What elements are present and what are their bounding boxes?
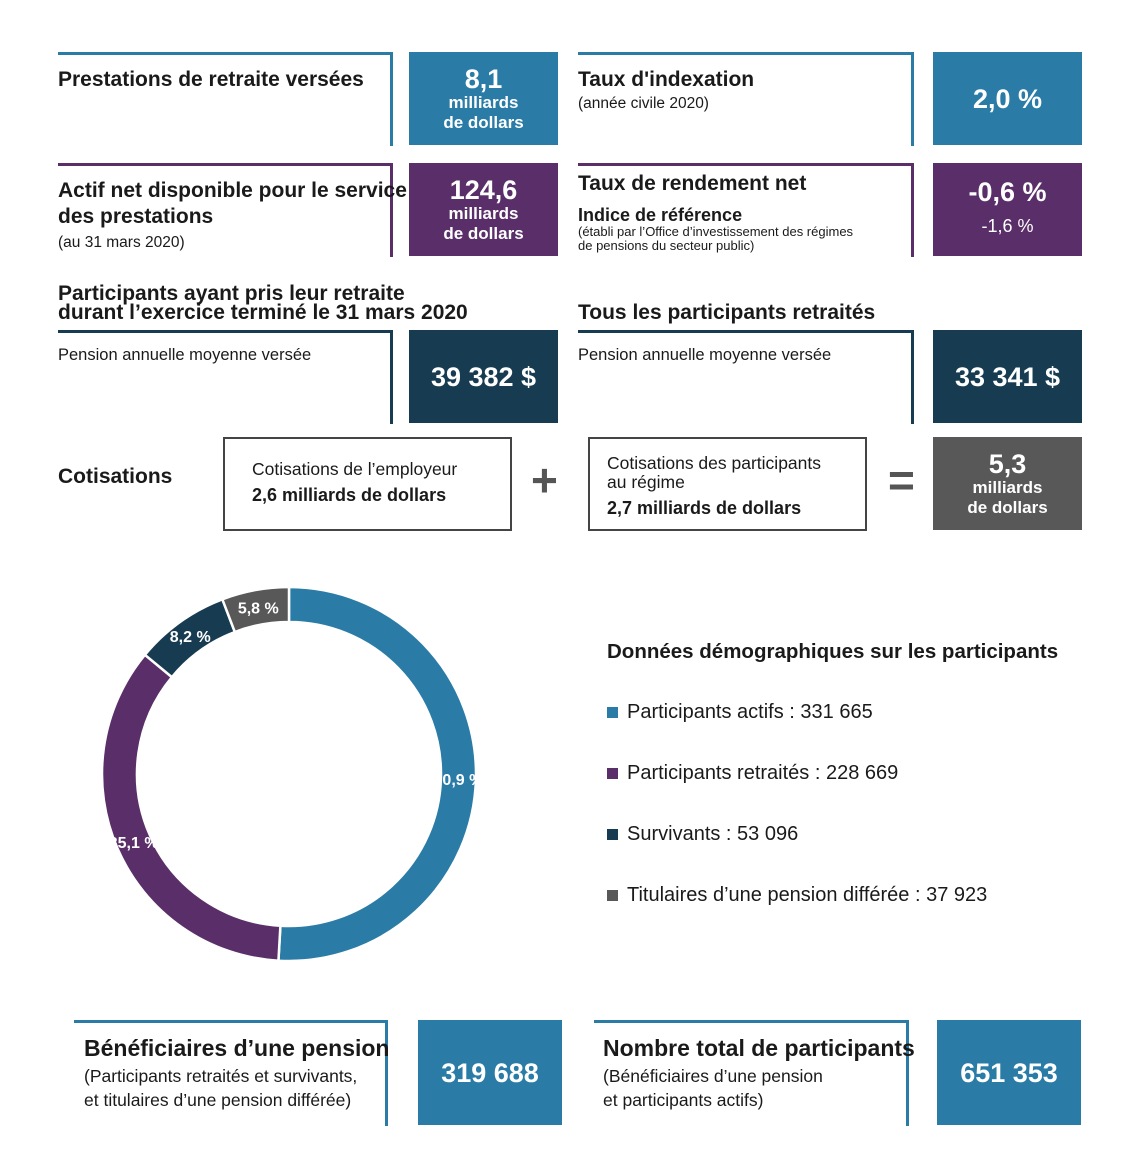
all-retirees-title: Tous les participants retraités — [578, 301, 876, 324]
equals-sign: = — [888, 454, 915, 506]
legend-swatch-retired — [607, 768, 618, 779]
new-retirees-frame — [58, 330, 393, 424]
donut-slice-deferred — [220, 585, 291, 634]
pension-recipients-label: Bénéficiaires d’une pension — [84, 1035, 390, 1061]
pension-recipients-frame — [74, 1020, 388, 1126]
member-contrib-box: Cotisations des participants au régime 2… — [588, 437, 867, 531]
benchmark-label: Indice de référence — [578, 205, 743, 225]
plus-sign: + — [531, 454, 558, 506]
total-members-sub-2: et participants actifs) — [603, 1090, 764, 1110]
total-members-sub-1: (Bénéficiaires d’une pension — [603, 1066, 823, 1086]
chart-title: Données démographiques sur les participa… — [607, 640, 1059, 663]
net-assets-unit1: milliards — [448, 203, 519, 223]
demographics-donut-chart: 50,9 % 35,1 % 8,2 % 5,8 % — [100, 585, 484, 963]
member-contrib-label-2: au régime — [607, 472, 685, 492]
legend-text-deferred: Titulaires d’une pension différée : 37 9… — [627, 884, 988, 906]
benchmark-value: -1,6 % — [981, 216, 1034, 236]
new-retirees-box: 39 382 $ — [409, 330, 558, 423]
employer-contrib-value: 2,6 milliards de dollars — [252, 485, 447, 505]
donut-label-active: 50,9 % — [434, 772, 484, 789]
member-contrib-label-1: Cotisations des participants — [607, 453, 821, 473]
contributions-label: Cotisations — [58, 465, 173, 488]
contrib-total-unit1: milliards — [972, 477, 1043, 497]
legend-item-deferred: Titulaires d’une pension différée : 37 9… — [607, 884, 987, 907]
donut-label-deferred: 5,8 % — [238, 600, 279, 617]
return-rate-box: -0,6 % -1,6 % — [933, 163, 1082, 256]
contrib-total-value: 5,3 — [988, 448, 1027, 479]
employer-contrib-label: Cotisations de l’employeur — [252, 459, 458, 479]
pension-recipients-sub-1: (Participants retraités et survivants, — [84, 1066, 358, 1086]
benefits-paid-unit2: de dollars — [443, 112, 524, 132]
legend-text-active: Participants actifs : 331 665 — [627, 701, 873, 723]
benefits-paid-box: 8,1 milliards de dollars — [409, 52, 558, 145]
net-assets-label-1: Actif net disponible pour le service — [58, 179, 407, 202]
benefits-paid-frame — [58, 52, 393, 146]
employer-contrib-box: Cotisations de l’employeur 2,6 milliards… — [223, 437, 512, 531]
legend-item-retired: Participants retraités : 228 669 — [607, 762, 898, 785]
return-rate-label: Taux de rendement net — [578, 172, 807, 195]
net-assets-unit2: de dollars — [443, 223, 524, 243]
pension-recipients-value: 319 688 — [441, 1057, 539, 1088]
new-retirees-title-2: durant l’exercice terminé le 31 mars 202… — [58, 301, 468, 324]
member-contrib-value: 2,7 milliards de dollars — [607, 498, 802, 518]
legend-text-survivors: Survivants : 53 096 — [627, 823, 799, 845]
new-retirees-value: 39 382 $ — [430, 361, 537, 392]
benefits-paid-unit1: milliards — [448, 92, 519, 112]
return-rate-frame — [578, 163, 914, 257]
pension-recipients-box: 319 688 — [418, 1020, 562, 1125]
legend-swatch-active — [607, 707, 618, 718]
legend-text-retired: Participants retraités : 228 669 — [627, 762, 899, 784]
pension-recipients-sub-2: et titulaires d’une pension différée) — [84, 1090, 352, 1110]
total-members-box: 651 353 — [937, 1020, 1081, 1125]
new-retirees-title-1: Participants ayant pris leur retraite — [58, 282, 405, 305]
contrib-total-box: 5,3 milliards de dollars — [933, 437, 1082, 530]
total-members-value: 651 353 — [960, 1057, 1058, 1088]
benefits-paid-value: 8,1 — [464, 63, 503, 94]
donut-slice-retired — [100, 653, 282, 963]
net-assets-value: 124,6 — [449, 174, 518, 205]
indexation-label: Taux d'indexation — [578, 68, 755, 91]
legend-item-survivors: Survivants : 53 096 — [607, 823, 798, 846]
total-members-frame — [594, 1020, 909, 1126]
indexation-frame — [578, 52, 914, 146]
legend-item-active: Participants actifs : 331 665 — [607, 701, 873, 724]
contrib-total-unit2: de dollars — [967, 497, 1048, 517]
indexation-value: 2,0 % — [972, 83, 1043, 114]
net-assets-label-2: des prestations — [58, 205, 214, 228]
benchmark-sub-1: (établi par l’Office d’investissement de… — [578, 224, 854, 239]
net-assets-frame — [58, 163, 393, 257]
all-retirees-value: 33 341 $ — [954, 361, 1061, 392]
donut-label-retired: 35,1 % — [109, 835, 159, 852]
net-assets-sub: (au 31 mars 2020) — [58, 234, 185, 251]
net-assets-box: 124,6 milliards de dollars — [409, 163, 558, 256]
benefits-paid-label: Prestations de retraite versées — [58, 68, 364, 91]
all-retirees-frame — [578, 330, 914, 424]
all-retirees-box: 33 341 $ — [933, 330, 1082, 423]
return-rate-value: -0,6 % — [968, 177, 1047, 207]
donut-label-survivors: 8,2 % — [170, 629, 211, 646]
legend-swatch-deferred — [607, 890, 618, 901]
benchmark-sub-2: de pensions du secteur public) — [578, 238, 755, 253]
legend-swatch-survivors — [607, 829, 618, 840]
all-retirees-label: Pension annuelle moyenne versée — [578, 346, 832, 364]
total-members-label: Nombre total de participants — [603, 1035, 915, 1061]
new-retirees-label: Pension annuelle moyenne versée — [58, 346, 312, 364]
indexation-box: 2,0 % — [933, 52, 1082, 145]
indexation-sub: (année civile 2020) — [578, 95, 709, 112]
donut-slice-active — [277, 585, 478, 963]
